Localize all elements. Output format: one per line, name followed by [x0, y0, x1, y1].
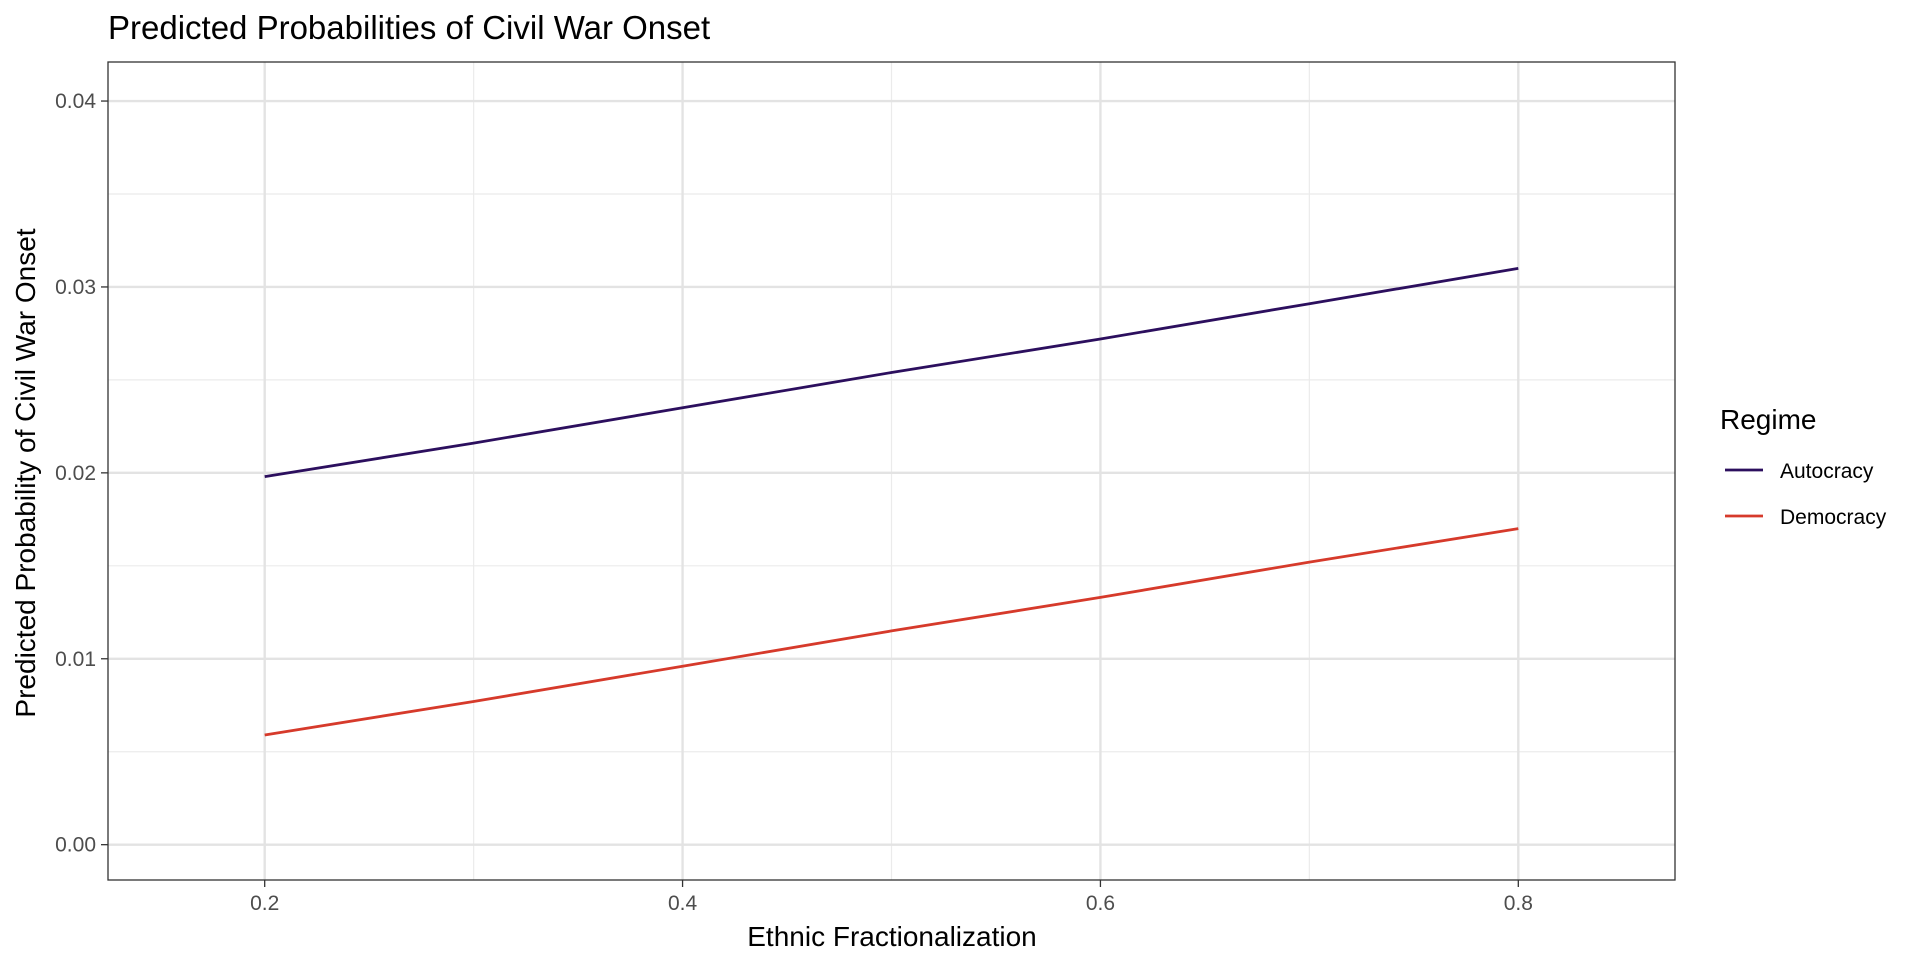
- legend: Regime Autocracy Democracy: [1720, 404, 1887, 529]
- x-axis-title: Ethnic Fractionalization: [747, 921, 1036, 952]
- x-axis-ticks: 0.2 0.4 0.6 0.8: [250, 880, 1533, 915]
- minor-gridlines: [108, 62, 1675, 880]
- y-tick-label: 0.04: [55, 90, 96, 113]
- plot-panel-border: [107, 61, 1676, 881]
- legend-title: Regime: [1720, 404, 1816, 435]
- x-tick-label: 0.2: [250, 892, 279, 915]
- legend-label-democracy: Democracy: [1780, 506, 1887, 529]
- x-tick-label: 0.4: [668, 892, 698, 915]
- series-line-democracy: [264, 527, 1519, 737]
- x-tick-label: 0.6: [1086, 892, 1115, 915]
- y-tick-label: 0.02: [55, 462, 96, 485]
- y-axis-title: Predicted Probability of Civil War Onset: [10, 228, 41, 717]
- y-tick-label: 0.01: [55, 648, 96, 671]
- chart-title: Predicted Probabilities of Civil War Ons…: [108, 9, 710, 46]
- y-tick-label: 0.03: [55, 276, 96, 299]
- x-tick-label: 0.8: [1504, 892, 1533, 915]
- y-tick-label: 0.00: [55, 834, 96, 857]
- series-line-autocracy: [264, 267, 1519, 478]
- y-axis-ticks: 0.00 0.01 0.02 0.03 0.04: [55, 90, 108, 857]
- series-lines: [264, 267, 1519, 737]
- legend-label-autocracy: Autocracy: [1780, 460, 1874, 483]
